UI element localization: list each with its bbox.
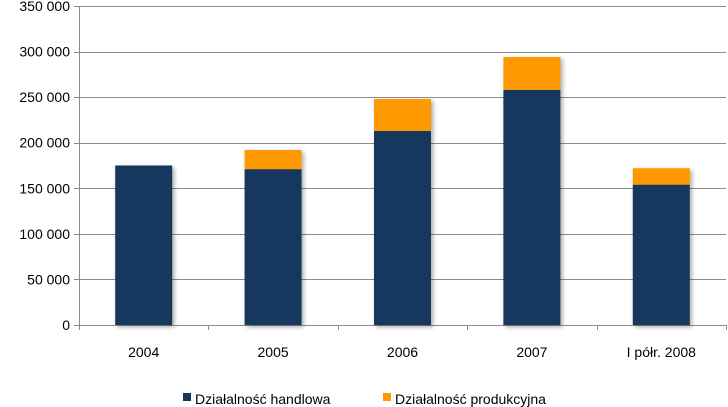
x-tick-label: 2007 [516, 344, 547, 360]
legend-item: Działalność handlowa [183, 391, 331, 407]
bar-stack [632, 168, 690, 325]
y-tick-label: 0 [62, 317, 70, 333]
x-tick-label: I półr. 2008 [627, 344, 696, 360]
legend-swatch [183, 393, 191, 401]
x-tick-label: 2005 [258, 344, 289, 360]
bar-segment [503, 89, 561, 325]
bars [115, 57, 690, 325]
x-tick-label: 2004 [128, 344, 159, 360]
bar-segment [115, 165, 173, 325]
bar-segment [503, 57, 561, 90]
bar-stack [244, 150, 302, 325]
legend-label: Działalność produkcyjna [395, 391, 546, 407]
legend-label: Działalność handlowa [195, 391, 331, 407]
y-tick-label: 50 000 [27, 271, 70, 287]
y-tick-label: 250 000 [19, 89, 70, 105]
legend-item: Działalność produkcyjna [383, 391, 546, 407]
y-tick-label: 300 000 [19, 44, 70, 60]
y-tick-label: 100 000 [19, 226, 70, 242]
y-tick-label: 350 000 [19, 0, 70, 14]
bar-segment [244, 150, 302, 170]
legend-swatch [383, 393, 391, 401]
bar-stack [503, 57, 561, 325]
bar-segment [374, 130, 431, 325]
x-tick-labels: 2004 2005 2006 2007 I półr. 2008 [128, 344, 696, 360]
bar-segment [244, 169, 302, 325]
bar-stack [115, 165, 173, 325]
axes [74, 6, 727, 330]
y-tick-label: 150 000 [19, 180, 70, 196]
bar-segment [632, 184, 690, 325]
bar-segment [374, 98, 431, 131]
y-tick-labels: 0 50 000 100 000 150 000 200 000 250 000 300 0… [19, 0, 70, 333]
x-tick-label: 2006 [387, 344, 418, 360]
bar-stack [374, 98, 431, 325]
bar-segment [632, 168, 690, 185]
y-tick-label: 200 000 [19, 135, 70, 151]
legend: Działalność handlowa Działalność produkcy… [183, 391, 546, 407]
